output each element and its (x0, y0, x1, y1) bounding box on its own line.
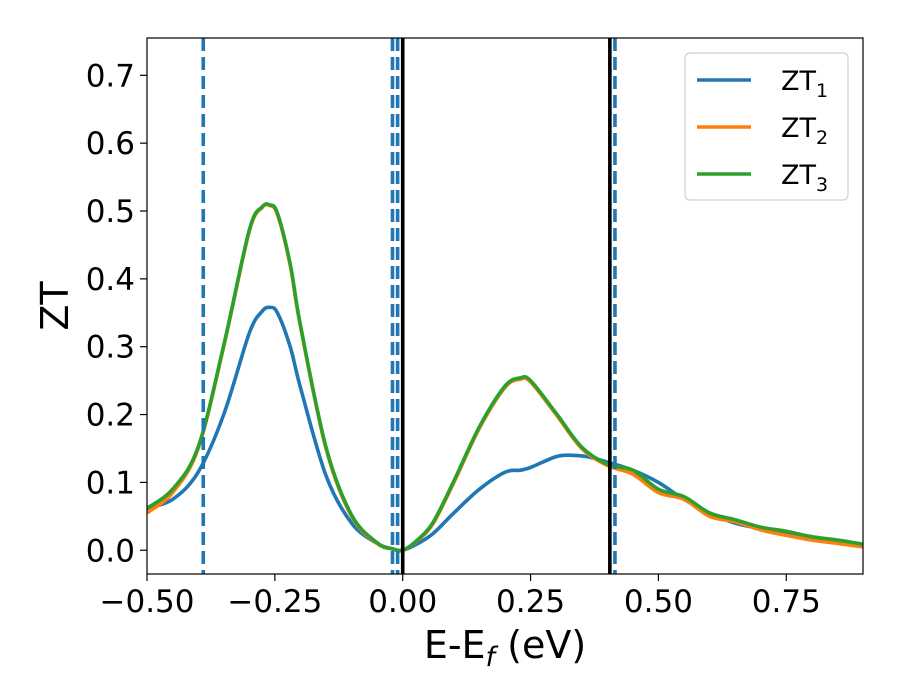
y-tick-label: 0.7 (86, 58, 135, 94)
series-line-zt3 (147, 202, 863, 553)
y-tick-label: 0.5 (86, 194, 135, 230)
y-tick-label: 0.4 (86, 262, 135, 298)
y-tick-label: 0.1 (86, 465, 135, 501)
legend-label-zt3: ZT3 (781, 160, 828, 196)
axes: −0.50 −0.25 0.00 0.25 0.50 0.75 0.0 0.1 0.2 0.3 0.… (33, 37, 864, 673)
x-tick-label: −0.50 (100, 584, 195, 620)
series-line-zt1 (147, 305, 863, 553)
plot-area (147, 38, 863, 574)
legend: ZT1 ZT2 ZT3 (684, 52, 849, 201)
legend-label-zt1: ZT1 (781, 66, 828, 102)
x-tick-label: 0.00 (368, 584, 437, 620)
y-axis-label: ZT (33, 281, 77, 331)
y-tick-label: 0.2 (86, 398, 135, 434)
series-line-zt2 (147, 202, 863, 553)
x-axis-label: E-Ef (eV) (424, 623, 586, 673)
y-tick-label: 0.3 (86, 330, 135, 366)
x-tick-label: −0.25 (227, 584, 322, 620)
x-tick-label: 0.25 (496, 584, 565, 620)
plot-frame (146, 37, 864, 575)
x-tick-label: 0.75 (752, 584, 821, 620)
x-tick-label: 0.50 (624, 584, 693, 620)
legend-box (684, 52, 849, 201)
y-tick-label: 0.6 (86, 126, 135, 162)
legend-label-zt2: ZT2 (781, 113, 828, 149)
y-tick-label: 0.0 (86, 533, 135, 569)
